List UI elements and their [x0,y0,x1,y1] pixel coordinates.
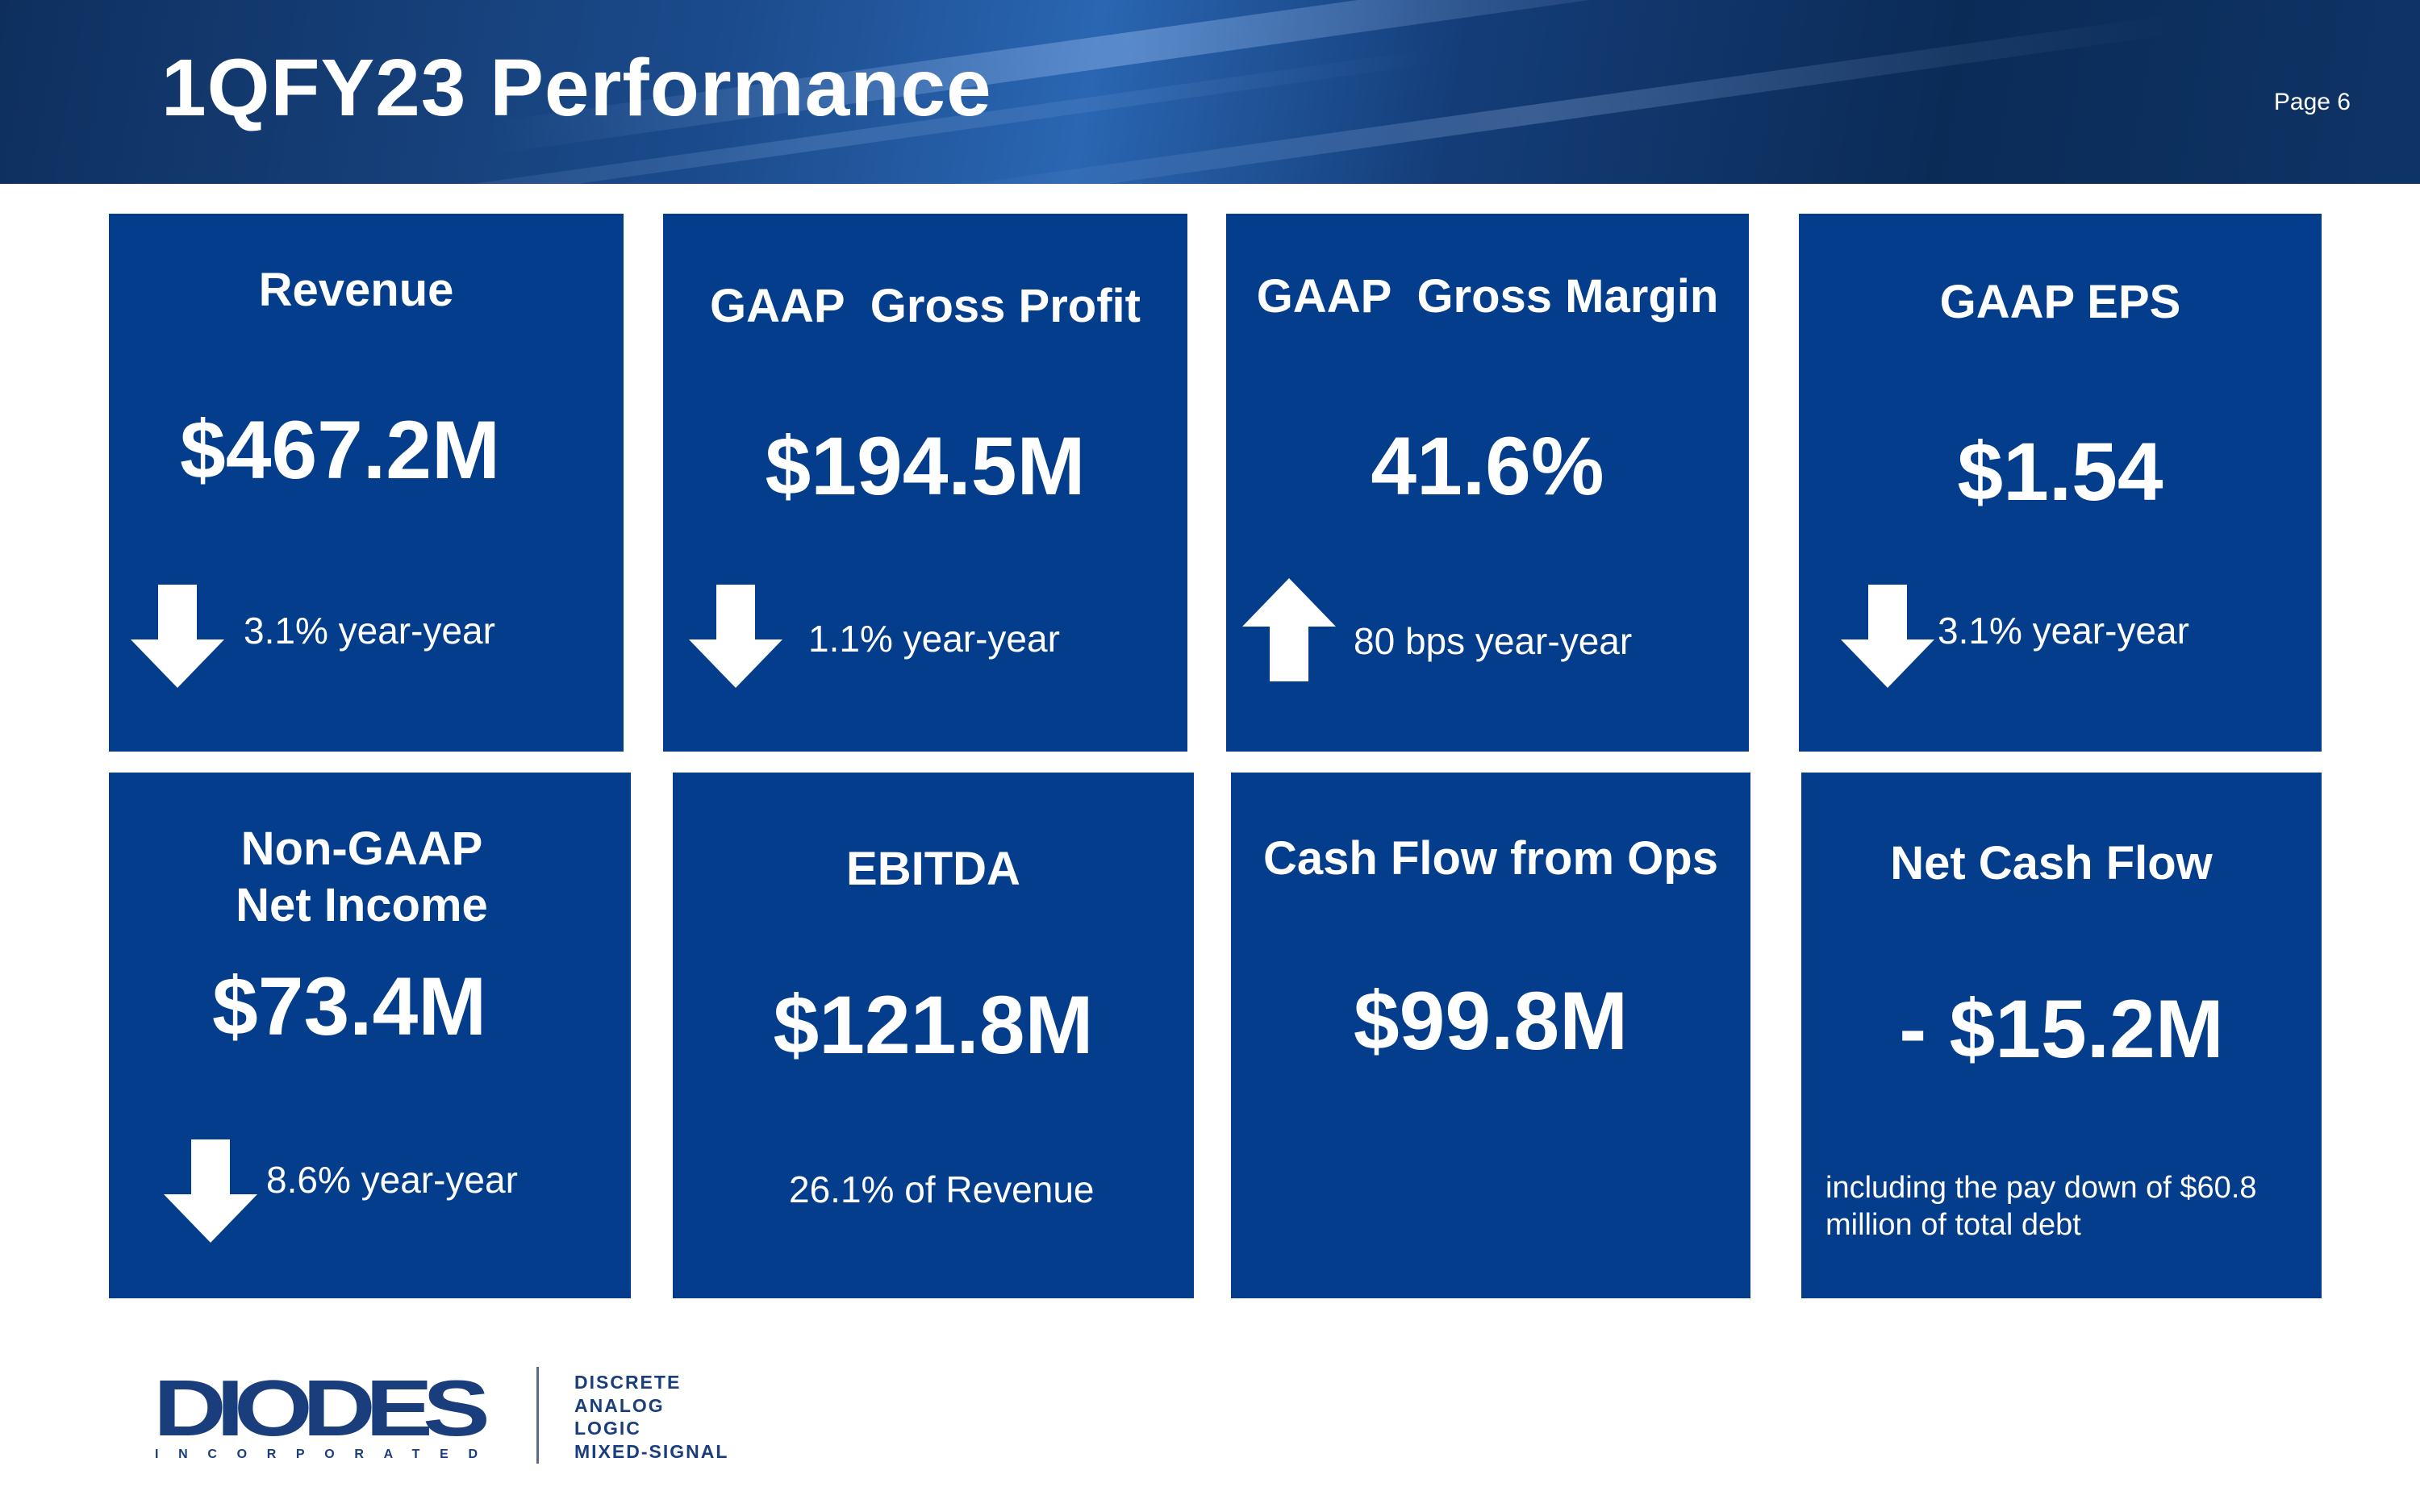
tile-delta: 1.1% year-year [808,618,1060,660]
logo-divider [536,1367,539,1464]
tile-label: GAAP EPS [1939,276,2181,328]
diodes-logo: DIODES INCORPORATED [153,1371,490,1461]
tagline-item: MIXED-SIGNAL [574,1440,729,1462]
tile-label: Cash Flow from Ops [1263,832,1718,885]
tagline-item: ANALOG [574,1394,665,1416]
ebitda-tile: EBITDA $121.8M 26.1% of Revenue [673,773,1194,1298]
tile-label: GAAP Gross Profit [710,280,1141,332]
non-gaap-net-income-tile: Non-GAAP Net Income $73.4M 8.6% year-yea… [109,773,631,1298]
tile-value: $99.8M [1353,975,1629,1067]
revenue-tile: Revenue $467.2M 3.1% year-year [109,214,624,752]
tile-delta: 80 bps year-year [1354,620,1633,662]
tile-label-line1: Non-GAAP [240,823,483,875]
tile-value: $467.2M [180,404,500,496]
tile-value: - $15.2M [1899,983,2224,1075]
tile-value: 41.6% [1371,420,1604,512]
gaap-eps-tile: GAAP EPS $1.54 3.1% year-year [1799,214,2322,752]
tile-value: $73.4M [212,960,487,1052]
tile-value: $121.8M [773,979,1094,1071]
logo-wordmark: DIODES [153,1371,487,1452]
gaap-gross-profit-tile: GAAP Gross Profit $194.5M 1.1% year-year [663,214,1187,752]
net-cash-flow-tile: Net Cash Flow - $15.2M including the pay… [1801,773,2322,1298]
arrow-down-icon [164,1139,257,1243]
tile-delta: 3.1% year-year [1938,610,2189,652]
arrow-down-icon [689,585,782,688]
gaap-gross-margin-tile: GAAP Gross Margin 41.6% 80 bps year-year [1226,214,1749,752]
logo-tagline: DISCRETE ANALOG LOGIC MIXED-SIGNAL [574,1371,728,1463]
tile-label: EBITDA [846,843,1020,895]
tile-value: $1.54 [1957,426,2163,518]
cash-flow-from-ops-tile: Cash Flow from Ops $99.8M [1231,773,1750,1298]
tile-label: Revenue [258,264,454,316]
tagline-item: DISCRETE [574,1372,682,1393]
tile-delta: 8.6% year-year [266,1159,518,1201]
tile-label: GAAP Gross Margin [1256,270,1719,323]
tile-note-line1: including the pay down of $60.8 [1825,1171,2257,1205]
title-banner: 1QFY23 Performance Page 6 [0,0,2420,184]
arrow-up-icon [1242,578,1336,681]
tile-label-line2: Net Income [236,879,488,931]
tile-label: Net Cash Flow [1890,837,2213,889]
tile-value: $194.5M [765,420,1086,512]
page-title: 1QFY23 Performance [161,43,992,133]
tile-note: 26.1% of Revenue [789,1168,1095,1210]
tile-note-line2: million of total debt [1825,1208,2081,1242]
tagline-item: LOGIC [574,1418,641,1439]
page-number: Page 6 [2273,89,2351,115]
arrow-down-icon [1841,585,1934,688]
arrow-down-icon [131,585,224,688]
tile-delta: 3.1% year-year [244,610,495,652]
